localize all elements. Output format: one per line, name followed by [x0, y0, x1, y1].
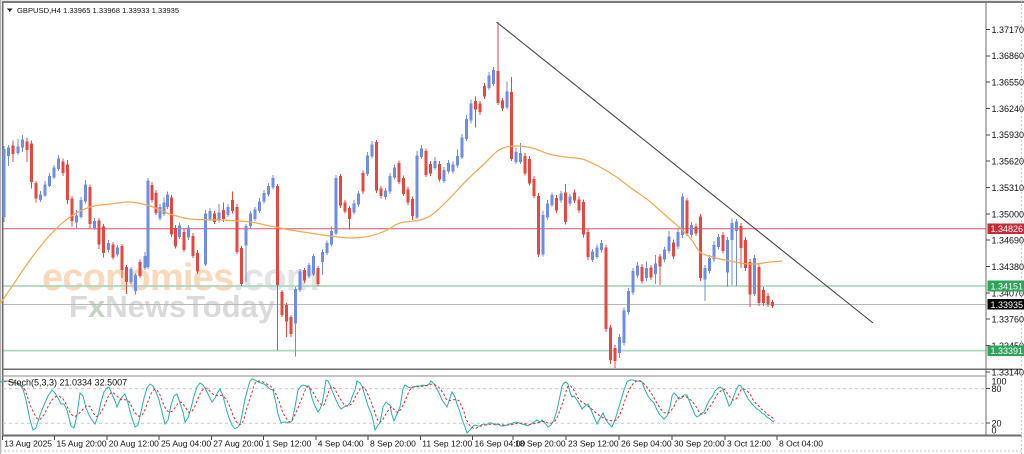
svg-text:1.35000: 1.35000: [992, 209, 1024, 219]
svg-text:1.36860: 1.36860: [992, 51, 1024, 61]
svg-text:20: 20: [992, 418, 1002, 428]
svg-text:3 Oct 12:00: 3 Oct 12:00: [727, 439, 771, 449]
svg-text:1.33935: 1.33935: [991, 300, 1024, 310]
svg-text:1.35620: 1.35620: [992, 157, 1024, 167]
svg-text:1.34380: 1.34380: [992, 262, 1024, 272]
svg-text:4 Sep 04:00: 4 Sep 04:00: [318, 439, 364, 449]
svg-text:80: 80: [992, 384, 1002, 394]
svg-text:1.34070: 1.34070: [992, 288, 1024, 298]
svg-text:1 Sep 12:00: 1 Sep 12:00: [266, 439, 312, 449]
svg-text:25 Aug 04:00: 25 Aug 04:00: [161, 439, 211, 449]
svg-text:23 Sep 12:00: 23 Sep 12:00: [568, 439, 619, 449]
svg-text:27 Aug 20:00: 27 Aug 20:00: [213, 439, 263, 449]
svg-text:1.34826: 1.34826: [991, 224, 1024, 234]
svg-text:1.33140: 1.33140: [992, 367, 1024, 377]
svg-text:1.34151: 1.34151: [991, 281, 1024, 291]
svg-text:20 Aug 12:00: 20 Aug 12:00: [109, 439, 159, 449]
svg-text:1.35310: 1.35310: [992, 183, 1024, 193]
svg-text:0: 0: [992, 426, 997, 436]
svg-text:18 Sep 20:00: 18 Sep 20:00: [515, 439, 566, 449]
svg-text:8 Sep 20:00: 8 Sep 20:00: [370, 439, 416, 449]
svg-text:1.34690: 1.34690: [992, 236, 1024, 246]
svg-text:1.36550: 1.36550: [992, 78, 1024, 88]
svg-text:FxNewsToday: FxNewsToday: [69, 289, 276, 324]
svg-text:Stoch(5,3,3) 21.0334 32.5007: Stoch(5,3,3) 21.0334 32.5007: [8, 378, 127, 388]
svg-text:1.37170: 1.37170: [992, 25, 1024, 35]
svg-text:1.36240: 1.36240: [992, 104, 1024, 114]
svg-text:16 Sep 04:00: 16 Sep 04:00: [475, 439, 526, 449]
svg-text:1.33391: 1.33391: [991, 346, 1024, 356]
svg-text:GBPUSD,H4 1.33965 1.33968 1.3: GBPUSD,H4 1.33965 1.33968 1.33933 1.3393…: [17, 6, 179, 15]
svg-text:26 Sep 04:00: 26 Sep 04:00: [621, 439, 672, 449]
svg-text:11 Sep 12:00: 11 Sep 12:00: [422, 439, 472, 449]
svg-text:1.35930: 1.35930: [992, 130, 1024, 140]
svg-text:30 Sep 20:00: 30 Sep 20:00: [674, 439, 725, 449]
svg-text:8 Oct 04:00: 8 Oct 04:00: [779, 439, 823, 449]
svg-text:100: 100: [992, 377, 1007, 387]
svg-text:13 Aug 2025: 13 Aug 2025: [4, 439, 52, 449]
svg-text:1.33760: 1.33760: [992, 315, 1024, 325]
svg-text:15 Aug 20:00: 15 Aug 20:00: [57, 439, 107, 449]
